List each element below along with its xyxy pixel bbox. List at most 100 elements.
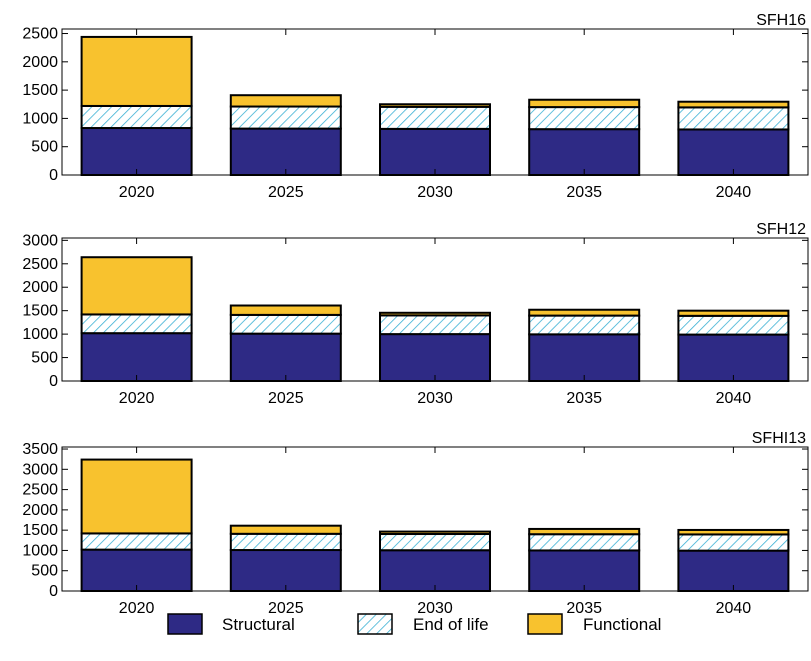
bar-functional-2020 <box>80 256 193 316</box>
legend-item-end-of-life: End of life <box>357 613 489 635</box>
chart-panel-sfhi13: 2020 2025 2030 2035 2040 0 500 1000 1500 2000 2500… <box>22 430 809 617</box>
plot-frame <box>61 446 809 592</box>
chart-panel-sfh12: 2020 2025 2030 2035 2040 0 500 1000 1500 2000 2500… <box>22 221 809 407</box>
y-tick-label: 2500 <box>22 26 58 43</box>
bar-functional-2035 <box>528 308 641 317</box>
legend-item-functional: Functional <box>527 613 661 635</box>
bar-functional-2025 <box>229 94 342 108</box>
bar-structural-2030 <box>379 333 491 382</box>
bar-end-of-life-2020 <box>80 313 193 335</box>
y-tick-label: 1000 <box>22 542 58 559</box>
bar-functional-2025 <box>229 524 342 535</box>
bar-structural-2035 <box>528 128 641 177</box>
bar-end-of-life-2035 <box>528 533 641 552</box>
panel-label: SFH16 <box>756 12 806 29</box>
bar-functional-2040 <box>677 309 790 317</box>
bar-functional-2035 <box>528 98 641 109</box>
plot-frame <box>61 237 809 382</box>
y-tick-label: 500 <box>31 350 58 367</box>
bar-functional-2040 <box>677 100 790 109</box>
bar-structural-2030 <box>379 549 491 593</box>
bar-structural-2040 <box>677 333 790 383</box>
bar-functional-2030 <box>379 103 491 108</box>
panel-label: SFH12 <box>756 221 806 238</box>
bar-end-of-life-2035 <box>528 314 641 336</box>
bar-end-of-life-2020 <box>80 532 193 551</box>
x-tick-label: 2035 <box>566 600 602 617</box>
legend: Structural End of life Functional <box>167 613 661 635</box>
bar-structural-2025 <box>229 332 342 383</box>
y-tick-label: 0 <box>49 373 58 390</box>
bar-end-of-life-2035 <box>528 106 641 131</box>
x-tick-label: 2020 <box>119 390 155 407</box>
legend-label-functional: Functional <box>583 615 661 634</box>
bar-end-of-life-2030 <box>379 105 491 130</box>
x-tick-label: 2025 <box>268 184 304 201</box>
chart-panels: 2020 2025 2030 2035 2040 0 500 1000 1500 2000 2500… <box>22 12 809 617</box>
bar-functional-2035 <box>528 527 641 536</box>
legend-swatch-end-of-life <box>357 613 393 635</box>
legend-swatch-structural <box>167 613 203 635</box>
y-tick-label: 1500 <box>22 303 58 320</box>
bar-structural-2025 <box>229 549 342 593</box>
bar-end-of-life-2030 <box>379 314 491 336</box>
bar-functional-2020 <box>80 458 193 535</box>
y-tick-label: 2500 <box>22 482 58 499</box>
x-tick-label: 2020 <box>119 184 155 201</box>
x-tick-label: 2030 <box>417 390 453 407</box>
bar-end-of-life-2025 <box>229 532 342 552</box>
y-tick-label: 0 <box>49 167 58 184</box>
y-tick-label: 500 <box>31 563 58 580</box>
x-tick-label: 2030 <box>417 184 453 201</box>
x-tick-label: 2025 <box>268 390 304 407</box>
bar-structural-2020 <box>80 548 193 593</box>
bar-end-of-life-2025 <box>229 105 342 130</box>
bar-functional-2030 <box>379 311 491 317</box>
y-tick-label: 2000 <box>22 502 58 519</box>
panel-label: SFHI13 <box>752 430 806 447</box>
y-tick-label: 0 <box>49 583 58 600</box>
bar-structural-2040 <box>677 128 790 177</box>
bar-end-of-life-2040 <box>677 314 790 336</box>
bar-end-of-life-2030 <box>379 533 491 552</box>
x-tick-label: 2040 <box>716 184 752 201</box>
y-tick-label: 500 <box>31 139 58 156</box>
bar-functional-2025 <box>229 304 342 316</box>
bar-functional-2040 <box>677 528 790 536</box>
bar-structural-2035 <box>528 549 641 593</box>
bar-end-of-life-2025 <box>229 313 342 335</box>
y-tick-label: 2500 <box>22 256 58 273</box>
bar-end-of-life-2040 <box>677 106 790 131</box>
bar-structural-2020 <box>80 332 193 383</box>
y-tick-label: 1500 <box>22 82 58 99</box>
y-tick-label: 1500 <box>22 522 58 539</box>
x-tick-label: 2035 <box>566 184 602 201</box>
plot-frame <box>61 28 809 176</box>
x-tick-label: 2030 <box>417 600 453 617</box>
bar-structural-2040 <box>677 549 790 593</box>
y-tick-label: 1000 <box>22 326 58 343</box>
bar-structural-2025 <box>229 127 342 176</box>
x-tick-label: 2040 <box>716 390 752 407</box>
x-tick-label: 2025 <box>268 600 304 617</box>
bar-end-of-life-2040 <box>677 533 790 552</box>
y-tick-label: 3000 <box>22 461 58 478</box>
y-tick-label: 3000 <box>22 232 58 249</box>
y-tick-label: 2000 <box>22 279 58 296</box>
legend-item-structural: Structural <box>167 613 295 635</box>
bar-end-of-life-2020 <box>80 104 193 130</box>
y-tick-label: 1000 <box>22 110 58 127</box>
chart-panel-sfh16: 2020 2025 2030 2035 2040 0 500 1000 1500 2000 2500… <box>22 12 809 201</box>
bar-structural-2035 <box>528 333 641 382</box>
x-tick-label: 2035 <box>566 390 602 407</box>
bar-functional-2020 <box>80 35 193 107</box>
legend-swatch-functional <box>527 613 563 635</box>
x-tick-label: 2020 <box>119 600 155 617</box>
bar-structural-2030 <box>379 127 491 177</box>
y-tick-label: 2000 <box>22 54 58 71</box>
bar-functional-2030 <box>379 530 491 536</box>
bar-structural-2020 <box>80 127 193 176</box>
x-tick-label: 2040 <box>716 600 752 617</box>
legend-label-structural: Structural <box>222 615 295 634</box>
